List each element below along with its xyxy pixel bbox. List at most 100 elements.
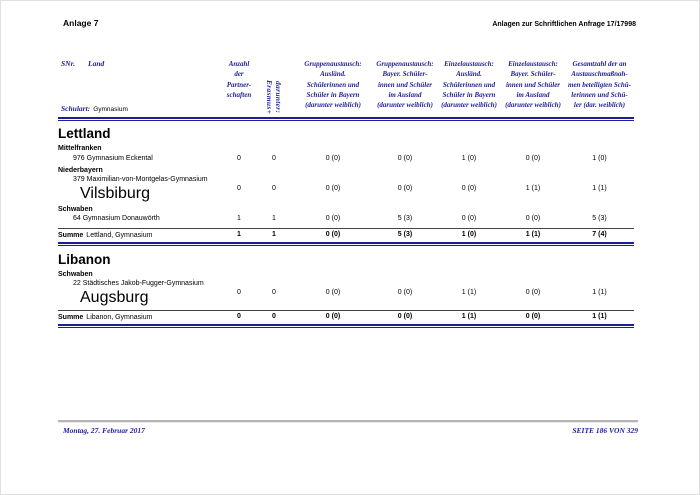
value-erasmus: 0 xyxy=(272,289,276,296)
col-header-gesamtzahl: Gesamtzahl der an Austauschmaßnah- men b… xyxy=(568,60,631,110)
school-name-cell: 379 Maximilian-von-Montgelas-Gymnasium V… xyxy=(58,176,223,203)
section-rule xyxy=(58,242,634,246)
value-einzel-bayer: 0 (0) xyxy=(525,215,541,223)
value-einzel-bayer: 0 (0) xyxy=(525,154,541,162)
region-label: Schwaben xyxy=(58,205,93,213)
summe-label: Summe xyxy=(58,313,84,321)
summe-erasmus: 1 xyxy=(272,231,276,238)
summe-gesamt: 1 (1) xyxy=(592,313,607,320)
summe-partnerschaften: 0 xyxy=(237,313,241,320)
school-name-line2: Vilsbiburg xyxy=(80,184,150,202)
footer-text: Montag, 27. Februar 2017 SEITE 186 VON 3… xyxy=(58,426,638,435)
region-label: Schwaben xyxy=(58,271,93,278)
country-heading: Lettland xyxy=(58,126,111,141)
col-snr-label: SNr. xyxy=(61,59,75,68)
school-name: 379 Maximilian-von-Montgelas-Gymnasium xyxy=(73,176,208,183)
summe-gruppen-bayer: 0 (0) xyxy=(397,313,413,320)
school-name: 22 Städtisches Jakob-Fugger-Gymnasium xyxy=(73,280,204,287)
page-footer: Montag, 27. Februar 2017 SEITE 186 VON 3… xyxy=(58,420,638,435)
table-header-row: SNr. Land Schulart: Gymnasium Anzahl der … xyxy=(58,59,634,115)
school-row: 379 Maximilian-von-Montgelas-Gymnasium V… xyxy=(58,176,634,203)
summe-einzel-bayer: 0 (0) xyxy=(525,313,541,320)
value-einzel-auslaend: 0 (0) xyxy=(461,215,477,223)
summe-label-cell: Summe Libanon, Gymnasium xyxy=(58,314,223,321)
summe-label: Summe xyxy=(58,231,84,239)
summe-gesamt: 7 (4) xyxy=(592,231,607,238)
country-section-libanon: Libanon Schwaben 22 Städtisches Jakob-Fu… xyxy=(58,252,634,328)
summe-row: Summe Libanon, Gymnasium 0 0 0 (0) 0 (0) … xyxy=(58,309,634,325)
inquiry-reference: Anlagen zur Schriftlichen Anfrage 17/179… xyxy=(492,21,636,28)
summe-einzel-auslaend: 1 (1) xyxy=(461,313,477,320)
page-header: Anlage 7 Anlagen zur Schriftlichen Anfra… xyxy=(63,18,636,28)
schulart-label: Schulart: xyxy=(61,103,91,113)
country-heading: Libanon xyxy=(58,252,111,267)
school-name-cell: 22 Städtisches Jakob-Fugger-Gymnasium Au… xyxy=(58,280,223,307)
school-row: 976 Gymnasium Eckental 0 0 0 (0) 0 (0) 1… xyxy=(58,154,634,164)
footer-date: Montag, 27. Februar 2017 xyxy=(63,426,145,435)
summe-gruppen-auslaend: 0 (0) xyxy=(325,231,341,238)
value-partnerschaften: 0 xyxy=(237,289,241,296)
value-gruppen-bayer: 0 (0) xyxy=(397,154,413,162)
col-land-label: Land xyxy=(88,59,105,68)
summe-gruppen-auslaend: 0 (0) xyxy=(325,313,341,320)
summe-label-rest: Libanon, Gymnasium xyxy=(86,313,153,321)
summe-label-cell: Summe Lettland, Gymnasium xyxy=(58,232,223,239)
region-label: Niederbayern xyxy=(58,167,103,174)
header-left-cell: SNr. Land Schulart: Gymnasium xyxy=(58,59,223,115)
value-gruppen-auslaend: 0 (0) xyxy=(325,154,341,162)
value-einzel-bayer: 1 (1) xyxy=(525,185,541,192)
school-name: 976 Gymnasium Eckental xyxy=(73,154,153,162)
col-header-gruppenaustausch-bayer: Gruppenaustausch: Bayer. Schüler- innen … xyxy=(376,60,434,110)
col-header-einzelaustausch-bayer: Einzelaustausch: Bayer. Schüler- innen u… xyxy=(505,60,561,110)
value-gruppen-bayer: 0 (0) xyxy=(397,289,413,296)
summe-label-rest: Lettland, Gymnasium xyxy=(86,231,153,239)
summe-row: Summe Lettland, Gymnasium 1 1 0 (0) 5 (3)… xyxy=(58,227,634,243)
school-row: 64 Gymnasium Donauwörth 1 1 0 (0) 5 (3) … xyxy=(58,215,634,225)
value-einzel-auslaend: 1 (0) xyxy=(461,154,477,162)
school-row: 22 Städtisches Jakob-Fugger-Gymnasium Au… xyxy=(58,280,634,307)
school-name-line2: Augsburg xyxy=(80,288,149,306)
value-partnerschaften: 0 xyxy=(237,185,241,192)
country-section-lettland: Lettland Mittelfranken 976 Gymnasium Eck… xyxy=(58,126,634,246)
col-header-einzelaustausch-auslaend: Einzelaustausch: Ausländ. Schülerinnen u… xyxy=(441,60,497,110)
col-header-erasmus-cell: darunter: Erasmus+ xyxy=(255,59,293,115)
value-gesamt: 5 (3) xyxy=(592,215,607,223)
school-name-cell: 64 Gymnasium Donauwörth xyxy=(58,215,223,224)
school-name: 64 Gymnasium Donauwörth xyxy=(73,215,160,223)
value-gruppen-auslaend: 0 (0) xyxy=(325,185,341,192)
value-gesamt: 1 (1) xyxy=(592,289,607,296)
header-rule xyxy=(58,117,634,121)
value-einzel-auslaend: 0 (0) xyxy=(461,185,477,192)
value-erasmus: 1 xyxy=(272,215,276,223)
header-snr-land: SNr. Land xyxy=(58,59,223,69)
summe-partnerschaften: 1 xyxy=(237,231,241,238)
value-gesamt: 1 (0) xyxy=(592,154,607,162)
value-gruppen-auslaend: 0 (0) xyxy=(325,215,341,223)
value-gruppen-bayer: 0 (0) xyxy=(397,185,413,192)
value-erasmus: 0 xyxy=(272,185,276,192)
value-partnerschaften: 1 xyxy=(237,215,241,223)
value-gruppen-auslaend: 0 (0) xyxy=(325,289,341,296)
value-gesamt: 1 (1) xyxy=(592,185,607,192)
value-gruppen-bayer: 5 (3) xyxy=(397,215,413,223)
schulart-value: Gymnasium xyxy=(93,105,128,113)
section-rule xyxy=(58,324,634,328)
col-header-partnerschaften: Anzahl der Partner- schaften xyxy=(226,60,252,99)
summe-einzel-bayer: 1 (1) xyxy=(525,231,541,238)
exchange-table: SNr. Land Schulart: Gymnasium Anzahl der … xyxy=(58,59,634,328)
value-einzel-auslaend: 1 (1) xyxy=(461,289,477,296)
school-name-cell: 976 Gymnasium Eckental xyxy=(58,155,223,164)
region-label: Mittelfranken xyxy=(58,145,102,152)
footer-page-number: SEITE 186 VON 329 xyxy=(572,426,638,435)
value-partnerschaften: 0 xyxy=(237,154,241,162)
summe-erasmus: 0 xyxy=(272,313,276,320)
schulart-row: Schulart: Gymnasium xyxy=(58,104,223,115)
summe-einzel-auslaend: 1 (0) xyxy=(461,231,477,238)
annex-label: Anlage 7 xyxy=(63,18,99,28)
value-einzel-bayer: 0 (0) xyxy=(525,289,541,296)
footer-rule xyxy=(58,420,638,423)
col-header-gruppenaustausch-auslaend: Gruppenaustausch: Ausländ. Schülerinnen … xyxy=(304,60,362,110)
value-erasmus: 0 xyxy=(272,154,276,162)
summe-gruppen-bayer: 5 (3) xyxy=(397,231,413,238)
